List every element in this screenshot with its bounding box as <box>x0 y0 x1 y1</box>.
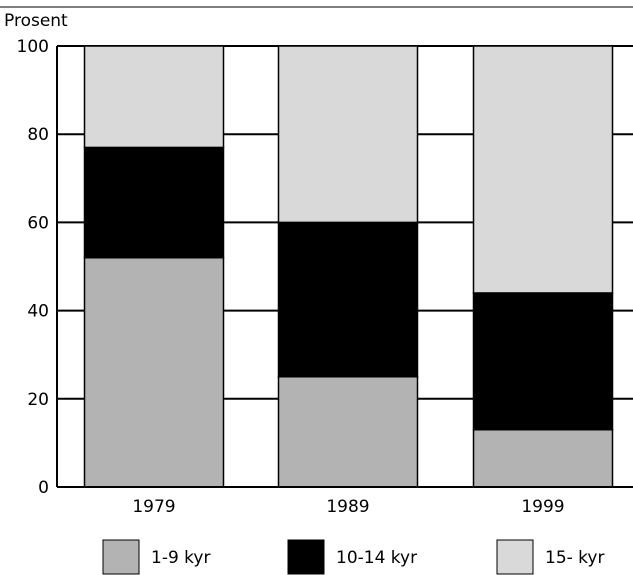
legend: 1-9 kyr 10-14 kyr 15- kyr <box>102 539 604 575</box>
y-tick-label: 0 <box>38 478 49 498</box>
x-tick-label: 1989 <box>326 497 369 517</box>
bar-segment <box>277 376 419 488</box>
axes <box>56 46 633 488</box>
y-tick-labels: 0 20 40 60 80 100 <box>17 37 49 498</box>
y-tick-label: 80 <box>27 125 49 145</box>
y-tick-label: 100 <box>17 37 49 57</box>
bar-segment <box>472 292 614 431</box>
x-tick-labels: 1979 1989 1999 <box>132 497 564 517</box>
bar-segment <box>472 428 614 488</box>
legend-swatch <box>496 539 534 575</box>
bar-segment <box>83 146 225 259</box>
y-axis-label: Prosent <box>4 11 68 31</box>
y-tick-label: 20 <box>27 390 49 410</box>
x-tick-label: 1979 <box>132 497 175 517</box>
legend-swatch <box>102 539 140 575</box>
bar-segment <box>83 45 225 149</box>
legend-label: 10-14 kyr <box>336 548 417 568</box>
y-tick-label: 40 <box>27 302 49 322</box>
legend-label: 15- kyr <box>545 548 604 568</box>
legend-label: 1-9 kyr <box>151 548 210 568</box>
legend-swatch <box>287 539 325 575</box>
bar-segment <box>472 45 614 294</box>
x-tick-label: 1999 <box>521 497 564 517</box>
y-tick-label: 60 <box>27 213 49 233</box>
bar-segment <box>277 221 419 378</box>
bars <box>83 45 614 488</box>
bar-segment <box>83 256 225 488</box>
bar-segment <box>277 45 419 224</box>
